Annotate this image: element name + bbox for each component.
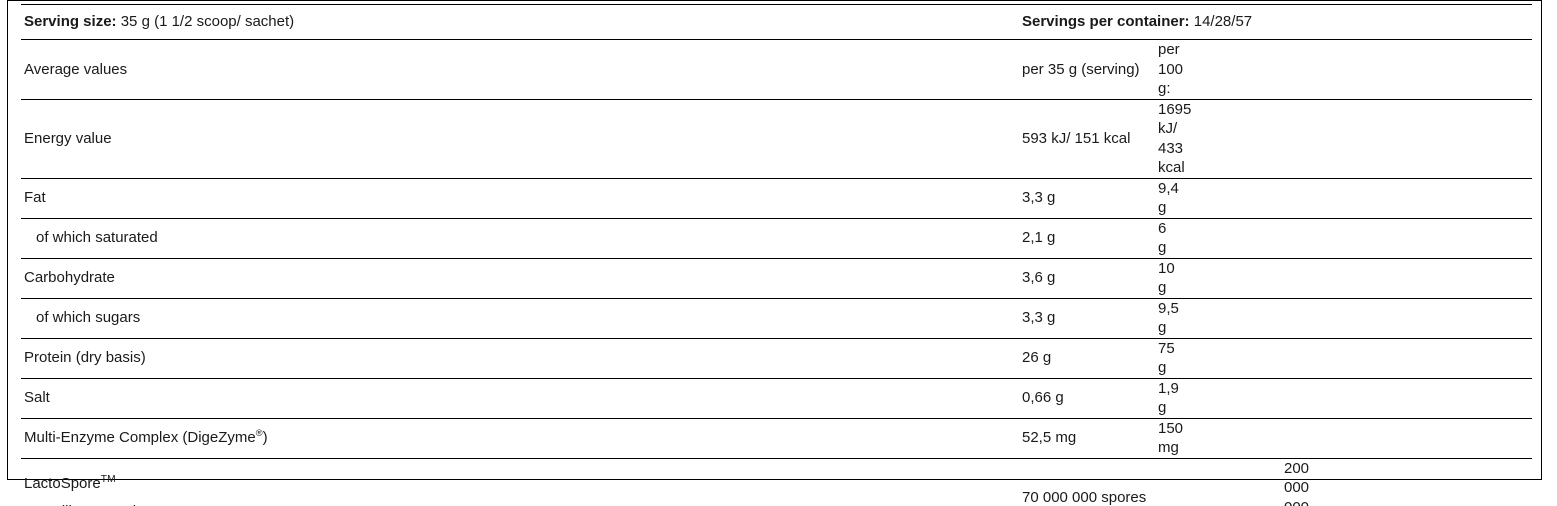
row-value-per-serving: 3,3 g	[1021, 297, 1532, 338]
row-label: of which sugars	[21, 297, 589, 338]
row-label: Carbohydrate	[21, 257, 589, 298]
row-value-per-serving: 2,1 g	[1021, 217, 1532, 258]
row-value-per-serving: 593 kJ/ 151 kcal	[1021, 98, 1532, 178]
row-label: Multi-Enzyme Complex (DigeZyme®)	[21, 417, 589, 458]
row-value-per-serving: 70 000 000 spores	[1021, 457, 1532, 506]
nutrition-table-container: Serving size: 35 g (1 1/2 scoop/ sachet)…	[21, 4, 1532, 506]
row-label-text: of which sugars	[36, 309, 141, 327]
row-label: Energy value	[21, 98, 589, 178]
row-label: Fat	[21, 177, 589, 218]
registered-trademark-icon: ®	[255, 428, 263, 439]
row-label: Salt	[21, 377, 589, 418]
enzyme-label-text: Multi-Enzyme Complex (DigeZyme	[24, 429, 256, 447]
table-row-lactospore: LactoSporeTM Bacillus coagulans 200 000 …	[21, 457, 1532, 506]
row-value-per-100g: 9,5 g	[589, 297, 1179, 338]
lactospore-name: LactoSpore	[24, 474, 101, 492]
row-value-per-serving: 3,6 g	[1021, 257, 1532, 298]
serving-size-label: Serving size:	[24, 13, 117, 31]
table-row: Fat 9,4 g 3,3 g	[21, 177, 1532, 218]
table-row: Protein (dry basis) 75 g 26 g	[21, 337, 1532, 378]
table-row: of which sugars 9,5 g 3,3 g	[21, 297, 1532, 338]
row-value-per-serving: 3,3 g	[1021, 177, 1532, 218]
servings-per-container-cell: Servings per container: 14/28/57	[1021, 4, 1532, 40]
column-header-per-100g: per 100 g:	[589, 39, 1183, 99]
lactospore-name-line: LactoSporeTM	[24, 474, 589, 494]
table-row: Energy value 1695 kJ/ 433 kcal 593 kJ/ 1…	[21, 98, 1532, 178]
table-row-enzyme-complex: Multi-Enzyme Complex (DigeZyme®) 150 mg …	[21, 417, 1532, 458]
table-row: Salt 1,9 g 0,66 g	[21, 377, 1532, 418]
row-label: Protein (dry basis)	[21, 337, 589, 378]
row-value-per-100g: 9,4 g	[589, 177, 1179, 218]
row-label: LactoSporeTM Bacillus coagulans	[21, 457, 589, 506]
row-label: of which saturated	[21, 217, 589, 258]
nutrition-facts-table: Serving size: 35 g (1 1/2 scoop/ sachet)…	[21, 4, 1532, 506]
column-header-per-serving: per 35 g (serving)	[1021, 39, 1532, 99]
column-header-row: Average values per 100 g: per 35 g (serv…	[21, 39, 1532, 99]
lactospore-species: Bacillus coagulans	[24, 502, 589, 506]
row-value-per-100g: 200 000 000 spores	[589, 457, 1309, 506]
enzyme-label-suffix: )	[262, 429, 268, 447]
row-value-per-100g: 75 g	[589, 337, 1175, 378]
row-value-per-100g: 6 g	[589, 217, 1166, 258]
servings-per-container-label: Servings per container:	[1022, 13, 1190, 31]
row-value-per-serving: 26 g	[1021, 337, 1532, 378]
serving-header-row: Serving size: 35 g (1 1/2 scoop/ sachet)…	[21, 4, 1532, 40]
servings-per-container-value: 14/28/57	[1193, 13, 1253, 31]
row-value-per-100g: 1,9 g	[589, 377, 1179, 418]
table-row: Carbohydrate 10 g 3,6 g	[21, 257, 1532, 298]
row-value-per-serving: 52,5 mg	[1021, 417, 1532, 458]
row-value-per-100g: 10 g	[589, 257, 1175, 298]
table-row: of which saturated 6 g 2,1 g	[21, 217, 1532, 258]
row-label-text: of which saturated	[36, 229, 158, 247]
serving-size-cell: Serving size: 35 g (1 1/2 scoop/ sachet)	[21, 4, 1021, 40]
row-value-per-100g: 1695 kJ/ 433 kcal	[589, 98, 1191, 178]
row-value-per-serving: 0,66 g	[1021, 377, 1532, 418]
trademark-icon: TM	[100, 473, 116, 485]
column-header-label: Average values	[21, 39, 589, 99]
row-value-per-100g: 150 mg	[589, 417, 1183, 458]
serving-size-value: 35 g (1 1/2 scoop/ sachet)	[120, 13, 295, 31]
